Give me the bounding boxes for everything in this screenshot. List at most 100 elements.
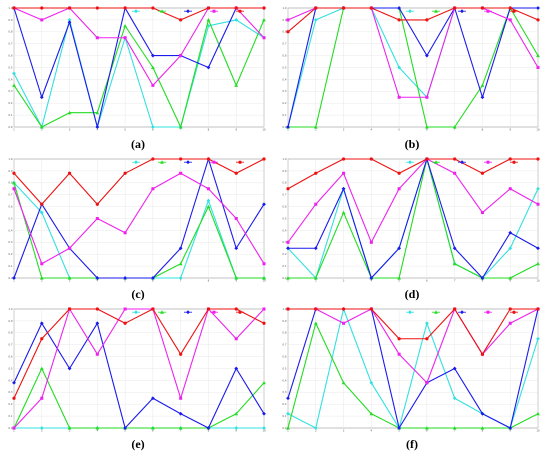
x-tick-label: 3 [69, 428, 71, 432]
y-tick-label: 0.9 [282, 18, 286, 22]
y-tick-label: 0.1 [8, 113, 12, 117]
data-point [39, 125, 44, 129]
x-tick-label: 1 [287, 127, 289, 131]
data-point [234, 83, 239, 87]
data-point [95, 216, 99, 221]
data-point [480, 211, 484, 215]
x-tick-label: 7 [180, 428, 182, 432]
data-point [425, 18, 429, 22]
data-point [39, 321, 44, 326]
x-tick-label: 9 [509, 127, 511, 131]
y-tick-label: 0.3 [8, 390, 12, 394]
data-point [453, 171, 457, 175]
legend-marker [486, 310, 490, 314]
data-point [425, 157, 429, 161]
data-point [67, 110, 72, 115]
data-point [397, 352, 401, 356]
panel-caption-d: (d) [404, 287, 420, 301]
data-point [341, 186, 346, 191]
data-point [286, 30, 290, 34]
x-tick-label: 1 [287, 428, 289, 432]
x-tick-label: 7 [180, 127, 182, 131]
x-tick-label: 5 [124, 278, 126, 282]
data-point [12, 171, 16, 175]
data-point [397, 337, 401, 341]
series-line [13, 19, 265, 128]
data-point [369, 240, 373, 244]
legend-marker [238, 9, 242, 13]
data-point [314, 307, 318, 311]
y-tick-label: 0.2 [282, 402, 286, 406]
x-tick-label: 5 [124, 428, 126, 432]
x-tick-label: 4 [97, 428, 99, 432]
legend-item [432, 9, 440, 13]
data-point [12, 380, 16, 385]
legend-marker [134, 160, 138, 165]
y-tick-labels: 0.0 0.1 0.2 0.3 0.4 0.5 0.6 0.7 0.8 0.9 1.0 [8, 307, 12, 430]
series-line [287, 322, 539, 429]
legend-marker [434, 9, 438, 13]
series-line [288, 308, 538, 355]
legend-item [158, 310, 166, 314]
y-tick-label: 0.8 [8, 331, 12, 335]
data-point [369, 276, 374, 280]
x-tick-label: 3 [69, 278, 71, 282]
data-point [480, 352, 485, 356]
legend [406, 310, 518, 315]
x-tick-label: 7 [454, 127, 456, 131]
data-point [206, 204, 211, 209]
data-point [234, 216, 238, 221]
y-tick-label: 0.3 [8, 89, 12, 93]
x-tick-labels: 1 2 3 4 5 6 7 8 9 10 [287, 428, 540, 432]
legend-item [510, 160, 518, 164]
data-point [397, 276, 402, 280]
data-point [452, 366, 457, 371]
series-line [287, 7, 539, 33]
y-tick-label: 0.9 [282, 319, 286, 323]
panel-caption-c: (c) [131, 287, 145, 301]
data-point [536, 202, 540, 206]
series-line [13, 19, 265, 128]
data-point [12, 396, 16, 400]
x-tick-label: 1 [13, 278, 15, 282]
y-tick-label: 0.0 [282, 125, 286, 129]
x-tick-label: 3 [343, 127, 345, 131]
x-tick-label: 5 [398, 428, 400, 432]
data-point [67, 20, 72, 25]
data-point [341, 157, 346, 161]
x-tick-labels: 1 2 3 4 5 6 7 8 9 10 [13, 127, 266, 131]
x-tick-label: 9 [509, 278, 511, 282]
data-point [536, 261, 540, 266]
data-point [536, 6, 540, 10]
x-tick-label: 8 [208, 428, 210, 432]
data-point [234, 171, 238, 175]
legend-item [432, 310, 440, 314]
x-tick-label: 2 [315, 278, 317, 282]
y-tick-label: 0.5 [8, 65, 12, 69]
series-line [13, 367, 265, 429]
data-point [234, 307, 238, 311]
data-point [262, 6, 266, 10]
x-tick-label: 4 [371, 278, 373, 282]
legend-marker [512, 160, 516, 164]
data-point [150, 53, 155, 58]
x-tick-label: 10 [262, 428, 266, 432]
data-point [341, 210, 346, 215]
y-gridlines [14, 19, 264, 116]
data-point [480, 6, 485, 10]
y-tick-label: 0.5 [282, 366, 286, 370]
y-tick-label: 0.5 [282, 216, 286, 220]
y-tick-label: 1.0 [282, 6, 286, 10]
y-tick-label: 0.6 [282, 205, 286, 209]
data-point [536, 336, 540, 341]
y-tick-label: 0.1 [8, 414, 12, 418]
data-point [67, 6, 72, 10]
data-point [234, 246, 239, 251]
x-tick-label: 3 [343, 428, 345, 432]
data-point [95, 426, 100, 430]
x-tick-label: 2 [315, 428, 317, 432]
data-point [397, 65, 402, 70]
data-point [313, 125, 318, 129]
data-point [262, 321, 266, 325]
data-point [536, 157, 540, 161]
